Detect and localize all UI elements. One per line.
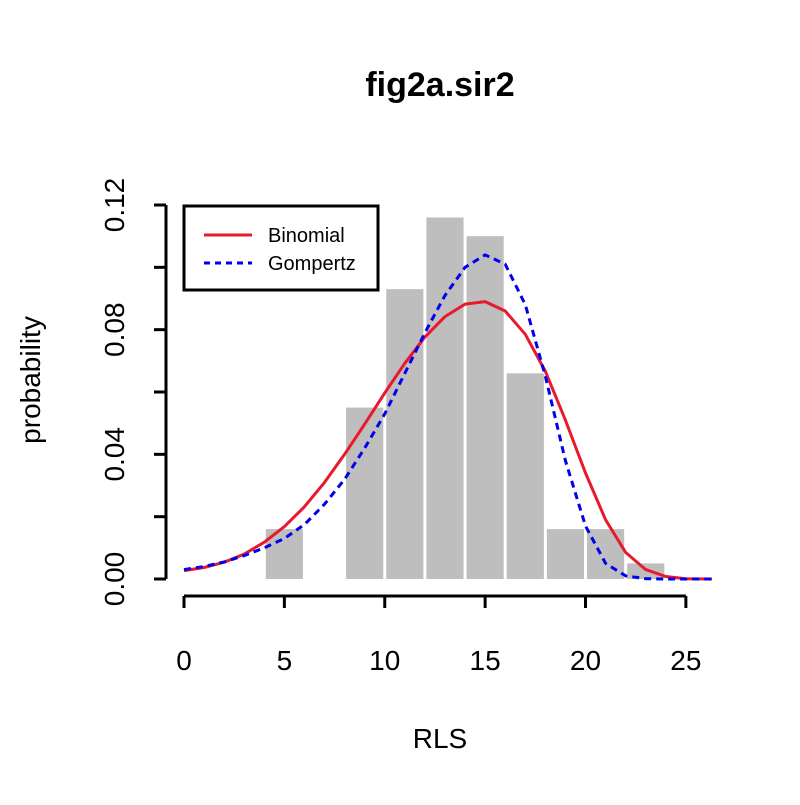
density-curves (183, 253, 713, 581)
y-tick-label-0.04: 0.04 (99, 427, 130, 482)
x-tick-label-25: 25 (670, 645, 701, 676)
histogram-bar-18-20 (546, 529, 585, 579)
axes: 0 5 10 15 20 25 0.00 0.04 0.08 0.12 (99, 178, 701, 676)
x-tick-label-20: 20 (570, 645, 601, 676)
legend-label-gompertz: Gompertz (268, 253, 356, 275)
x-tick-label-0: 0 (176, 645, 192, 676)
y-tick-label-0.12: 0.12 (99, 178, 130, 233)
histogram-bar-12-14 (426, 217, 464, 579)
series-line-binomial (183, 300, 713, 581)
histogram-bar-16-18 (506, 373, 544, 579)
x-axis-label: RLS (413, 723, 467, 754)
histogram-bar-14-16 (466, 236, 504, 579)
y-tick-label-0.08: 0.08 (99, 302, 130, 357)
series-line-gompertz (183, 253, 712, 581)
x-tick-label-10: 10 (369, 645, 400, 676)
legend-box (182, 204, 380, 292)
x-tick-label-5: 5 (277, 645, 293, 676)
histogram-bar-8-10 (346, 407, 384, 579)
x-tick-label-15: 15 (470, 645, 501, 676)
histogram-bar-22-24 (627, 563, 665, 579)
legend: Binomial Gompertz (182, 204, 380, 292)
chart-title: fig2a.sir2 (365, 66, 514, 104)
legend-label-binomial: Binomial (268, 225, 345, 247)
histogram-bar-10-12 (386, 289, 424, 579)
histogram-bar-20-22 (587, 529, 625, 579)
y-axis-label: probability (15, 316, 46, 444)
y-tick-label-0.00: 0.00 (99, 552, 130, 607)
